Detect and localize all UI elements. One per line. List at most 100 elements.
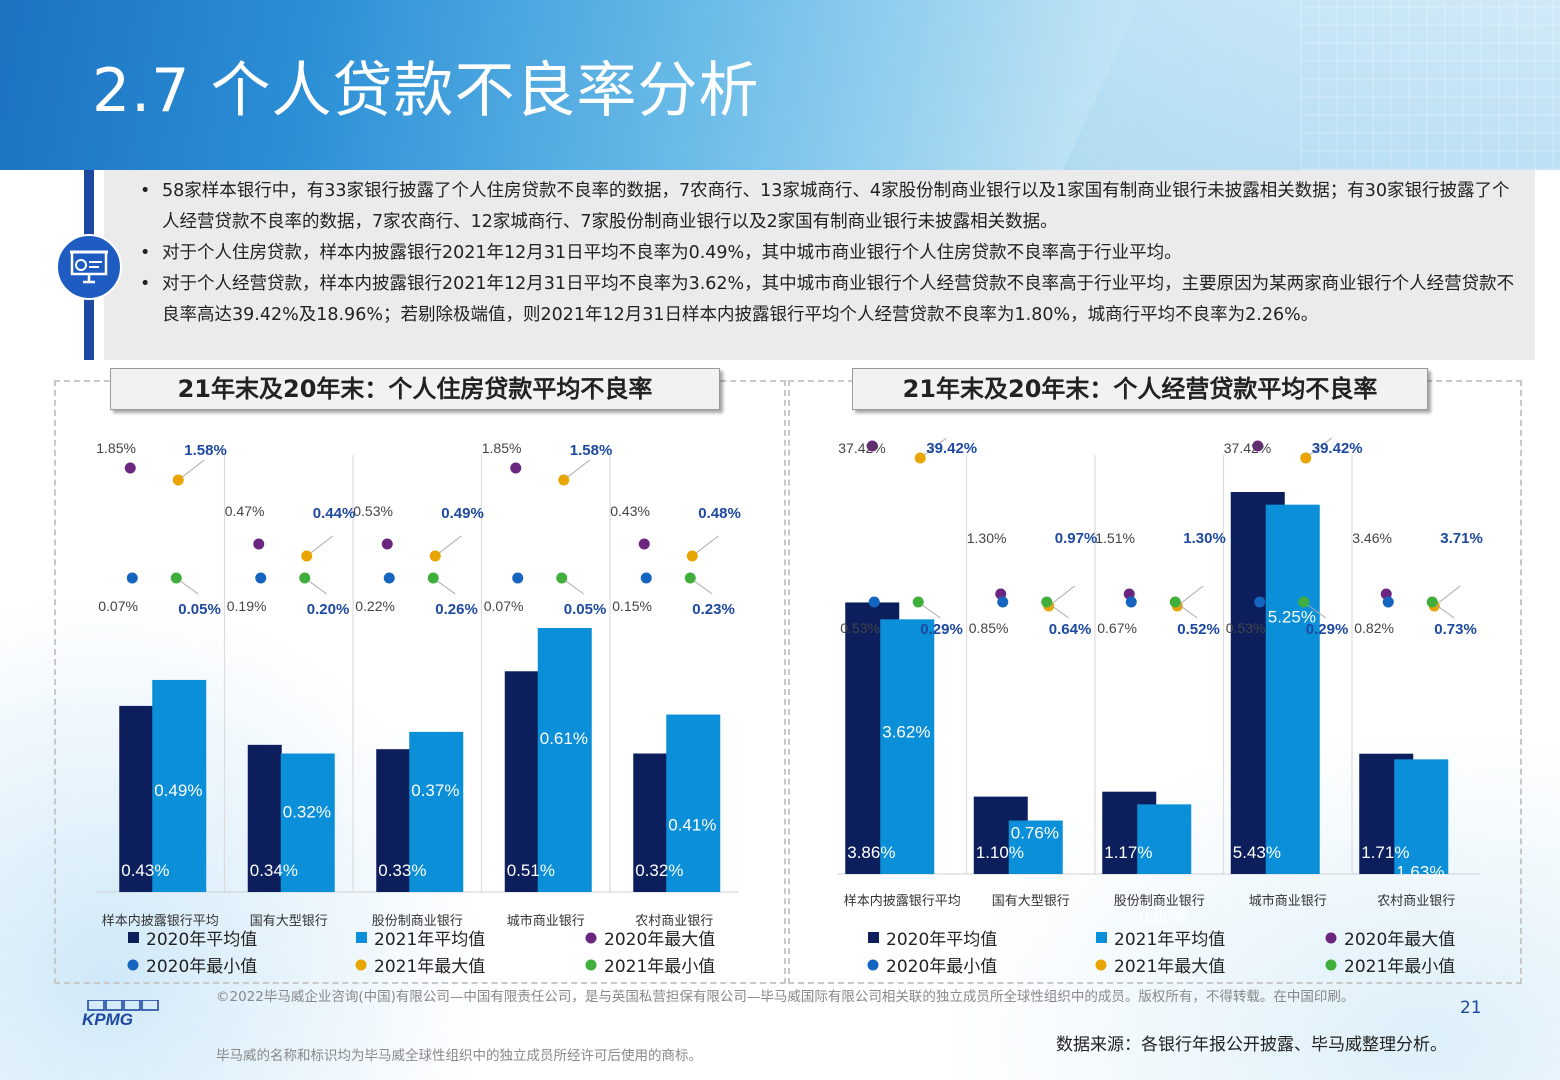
legend-label-min2021: 2021年最小值 <box>1344 957 1455 977</box>
marker-2020-min <box>1125 596 1137 608</box>
bar-2021-label: 3.62% <box>882 722 930 741</box>
marker-2020-max <box>1252 440 1264 452</box>
bar-2021-label: 0.49% <box>154 781 202 800</box>
marker-2020-min <box>383 572 395 584</box>
marker-leader <box>567 459 591 478</box>
legend-label-max2021: 2021年最大值 <box>374 957 485 977</box>
bar-2020-avg <box>119 705 154 892</box>
marker-2020-min-label: 0.07% <box>98 598 138 614</box>
bar-2021-avg <box>537 628 592 892</box>
marker-2020-min-label: 0.19% <box>227 598 267 614</box>
bar-2021-avg <box>1137 804 1192 874</box>
bullet-item: 对于个人住房贷款，样本内披露银行2021年12月31日平均不良率为0.49%，其… <box>140 238 1525 269</box>
bar-2020-label: 1.17% <box>1104 843 1152 862</box>
marker-2021-min <box>912 596 924 608</box>
legend-label-avg2021: 2021年平均值 <box>1114 930 1225 950</box>
marker-leader <box>1180 585 1204 604</box>
marker-leader <box>1178 604 1198 619</box>
bar-2021-avg <box>666 714 721 892</box>
marker-2020-min-label: 0.82% <box>1354 620 1394 636</box>
category-label: 样本内披露银行平均 <box>102 913 219 929</box>
marker-leader <box>1050 604 1070 619</box>
right-chart-title: 21年末及20年末：个人经营贷款平均不良率 <box>852 368 1428 410</box>
summary-bullets: 58家样本银行中，有33家银行披露了个人住房贷款不良率的数据，7农商行、13家城… <box>140 176 1525 331</box>
legend-swatch-max2021 <box>355 959 367 971</box>
data-source: 数据来源：各银行年报公开披露、毕马威整理分析。 <box>1056 1035 1447 1055</box>
left-chart-title: 21年末及20年末：个人住房贷款平均不良率 <box>110 368 720 410</box>
marker-2020-min-label: 0.22% <box>355 598 395 614</box>
marker-2020-min-label: 0.15% <box>612 598 652 614</box>
marker-leader <box>921 604 941 619</box>
page-title: 2.7 个人贷款不良率分析 <box>92 56 760 126</box>
bar-2021-avg <box>280 753 335 892</box>
marker-2021-min <box>684 572 696 584</box>
marker-2020-max-label: 37.42% <box>838 440 885 456</box>
bar-2020-avg <box>633 753 668 892</box>
bar-2020-label: 1.10% <box>976 843 1024 862</box>
legend-swatch-min2020 <box>867 959 879 971</box>
marker-2021-min-label: 0.73% <box>1434 621 1477 638</box>
marker-2020-max <box>638 538 650 550</box>
bar-2021-label: 0.61% <box>540 729 588 748</box>
legend-label-min2021: 2021年最小值 <box>604 957 715 977</box>
marker-2021-max <box>914 452 926 464</box>
marker-2020-min <box>1254 596 1266 608</box>
bar-2021-label: 0.76% <box>1011 824 1059 843</box>
marker-2021-max-label: 0.97% <box>1055 530 1098 547</box>
marker-2021-min-label: 0.05% <box>178 601 221 618</box>
marker-2021-min-label: 0.64% <box>1049 621 1092 638</box>
bar-2020-label: 3.86% <box>847 843 895 862</box>
marker-2021-min <box>556 572 568 584</box>
marker-2020-max-label: 0.53% <box>353 503 393 519</box>
marker-2021-min <box>299 572 311 584</box>
marker-leader <box>923 437 947 456</box>
marker-2020-max <box>866 440 878 452</box>
bar-2021-avg <box>1265 504 1320 874</box>
category-label: 城市商业银行 <box>507 913 585 929</box>
legend-swatch-min2021 <box>585 959 597 971</box>
marker-2021-min <box>1298 596 1310 608</box>
legend-swatch-min2021 <box>1325 959 1337 971</box>
bullet-item: 58家样本银行中，有33家银行披露了个人住房贷款不良率的数据，7农商行、13家城… <box>140 176 1525 238</box>
bar-2021-avg <box>1008 820 1063 874</box>
marker-2020-max-label: 1.51% <box>1095 530 1135 546</box>
marker-leader <box>179 580 199 595</box>
marker-leader <box>565 580 585 595</box>
bar-2020-label: 0.51% <box>507 861 555 880</box>
marker-2021-min-label: 0.05% <box>564 601 607 618</box>
legend-label-avg2020: 2020年平均值 <box>886 930 997 950</box>
bar-2021-label: 5.25% <box>1268 608 1316 627</box>
marker-2020-max-label: 37.42% <box>1224 440 1271 456</box>
legend-label-min2020: 2020年最小值 <box>886 957 997 977</box>
legend-label-avg2021: 2021年平均值 <box>374 930 485 950</box>
marker-2021-min-label: 0.29% <box>920 621 963 638</box>
marker-2020-max-label: 0.47% <box>225 503 265 519</box>
marker-2021-max <box>429 550 441 562</box>
marker-2020-max <box>124 462 136 474</box>
bullet-item: 对于个人经营贷款，样本内披露银行2021年12月31日平均不良率为3.62%，其… <box>140 269 1525 331</box>
marker-2020-min-label: 0.85% <box>969 620 1009 636</box>
marker-2021-min-label: 0.52% <box>1177 621 1220 638</box>
category-label: 股份制商业银行 <box>372 914 463 929</box>
bar-2021-avg <box>409 731 464 892</box>
marker-2020-max <box>381 538 393 550</box>
marker-2021-max-label: 39.42% <box>926 440 977 457</box>
page-number: 21 <box>1460 998 1482 1018</box>
marker-2021-min <box>1169 596 1181 608</box>
marker-leader <box>693 580 713 595</box>
bar-2021-avg <box>1394 759 1449 874</box>
marker-2020-min-label: 0.53% <box>840 620 880 636</box>
marker-2021-min-label: 0.20% <box>307 601 350 618</box>
kpmg-logo: KPMG <box>82 1000 159 1026</box>
legend-swatch-avg2020 <box>868 932 879 943</box>
bar-2020-label: 0.43% <box>121 861 169 880</box>
marker-leader <box>1052 585 1076 604</box>
marker-2020-min <box>1382 596 1394 608</box>
marker-2021-max <box>301 550 313 562</box>
marker-2021-min-label: 0.26% <box>435 601 478 618</box>
marker-2021-max <box>558 474 570 486</box>
marker-leader <box>438 535 462 554</box>
marker-2021-max-label: 3.71% <box>1440 530 1483 547</box>
marker-leader <box>1309 437 1333 456</box>
